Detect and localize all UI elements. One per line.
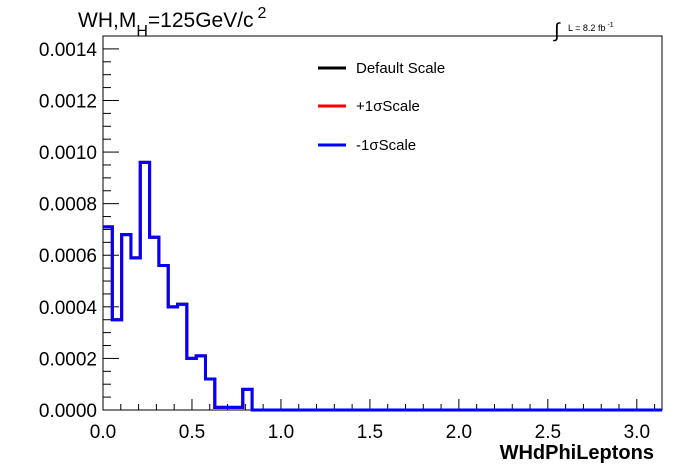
y-tick-label: 0.0000 xyxy=(39,401,97,422)
x-tick-label: 2.5 xyxy=(535,422,561,443)
y-tick-label: 0.0008 xyxy=(39,195,97,216)
legend-label-default: Default Scale xyxy=(356,60,445,77)
x-axis-label: WHdPhiLeptons xyxy=(500,442,654,464)
histogram-line--1-scale xyxy=(103,160,662,412)
y-tick-label: 0.0012 xyxy=(39,91,97,112)
luminosity-label: L = 8.2 fb -1 xyxy=(568,22,614,33)
y-axis: 0.0000 0.0002 0.0004 0.0006 0.0008 0.0010 0.00… xyxy=(39,40,119,422)
luminosity-superscript: -1 xyxy=(607,22,613,29)
chart-title: WH,MH=125GeV/c 2 xyxy=(78,5,267,40)
luminosity-text: L = 8.2 fb xyxy=(568,23,605,33)
legend-label-plus1sigma: +1σScale xyxy=(356,98,420,115)
y-tick-label: 0.0014 xyxy=(39,40,98,61)
y-tick-label: 0.0004 xyxy=(39,298,98,319)
legend-label-minus1sigma: -1σScale xyxy=(356,137,416,154)
title-superscript: 2 xyxy=(258,5,267,22)
histogram-line--1-scale xyxy=(103,160,662,412)
x-tick-label: 1.0 xyxy=(268,422,294,443)
x-tick-label: 2.0 xyxy=(446,422,472,443)
integral-symbol: ∫ xyxy=(553,20,561,42)
y-tick-label: 0.0010 xyxy=(39,143,97,164)
y-tick-label: 0.0006 xyxy=(39,246,97,267)
histogram-line-default-scale xyxy=(103,160,662,412)
legend: Default Scale +1σScale -1σScale xyxy=(318,60,445,154)
x-tick-label: 0.0 xyxy=(90,422,116,443)
title-main: WH,M xyxy=(78,9,136,32)
x-tick-label: 3.0 xyxy=(624,422,650,443)
title-subscript: H xyxy=(136,23,148,40)
x-tick-label: 1.5 xyxy=(357,422,383,443)
x-axis: 0.0 0.5 1.0 1.5 2.0 2.5 3.0 xyxy=(90,399,656,443)
x-tick-label: 0.5 xyxy=(179,422,205,443)
series-group xyxy=(103,160,662,412)
title-rest: =125GeV/c xyxy=(148,9,254,32)
y-tick-label: 0.0002 xyxy=(39,349,97,370)
